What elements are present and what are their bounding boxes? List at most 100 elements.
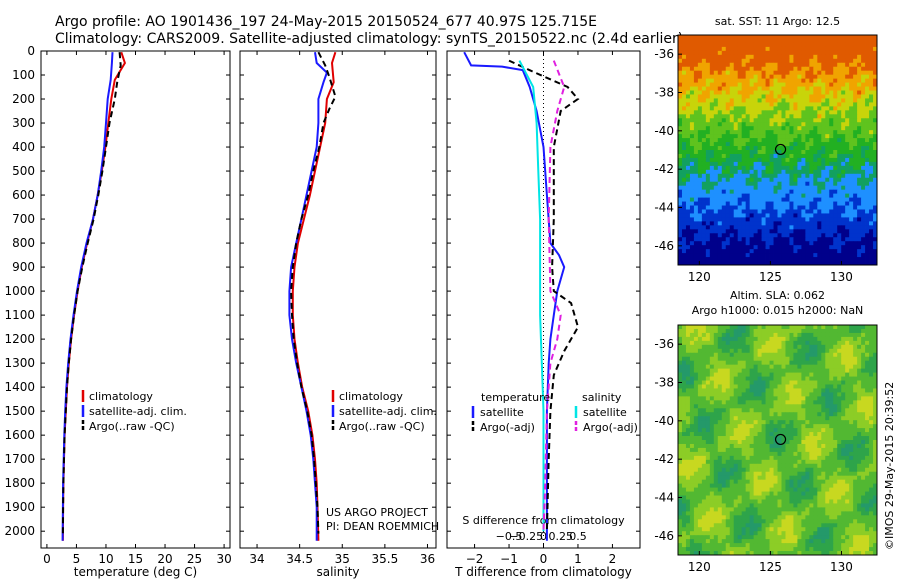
map-cell — [857, 404, 862, 409]
map-cell — [717, 412, 723, 417]
legend-label: satellite-adj. clim. — [89, 405, 187, 418]
map-cell — [745, 467, 751, 473]
map-cell — [781, 70, 786, 76]
map-cell — [781, 416, 786, 421]
map-cell — [793, 46, 798, 52]
map-cell — [801, 150, 806, 155]
map-cell — [849, 261, 854, 266]
map-cell — [873, 205, 878, 210]
map-cell — [845, 50, 850, 56]
map-cell — [833, 78, 838, 83]
map-cell — [729, 455, 735, 461]
map-cell — [737, 153, 743, 159]
map-cell — [717, 157, 723, 163]
map-cell — [769, 229, 774, 234]
map-cell — [761, 157, 766, 163]
map-cell — [837, 118, 842, 123]
map-cell — [865, 253, 870, 258]
map-cell — [821, 90, 826, 95]
map-cell — [685, 165, 691, 171]
map-cell — [721, 420, 727, 425]
map-cell — [681, 165, 687, 171]
map-cell — [753, 201, 758, 206]
map-cell — [857, 110, 862, 115]
map-cell — [801, 42, 806, 48]
map-cell — [693, 153, 699, 159]
map-cell — [753, 217, 758, 222]
map-cell — [789, 328, 794, 334]
map-cell — [829, 110, 834, 115]
map-cell — [781, 436, 786, 441]
map-cell — [693, 126, 699, 131]
map-cell — [685, 388, 691, 393]
map-cell — [785, 66, 790, 72]
map-cell — [729, 181, 735, 187]
map-cell — [873, 197, 878, 202]
map-cell — [773, 459, 778, 465]
map-cell — [785, 412, 790, 417]
map-cell — [797, 217, 802, 222]
map-cell — [817, 436, 822, 441]
map-cell — [717, 420, 723, 425]
map-cell — [873, 70, 878, 76]
map-cell — [697, 233, 703, 238]
map-cell — [685, 420, 691, 425]
map-cell — [733, 432, 739, 437]
map-cell — [725, 467, 731, 473]
map-cell — [713, 118, 719, 123]
map-cell — [737, 352, 743, 358]
map-cell — [749, 336, 755, 342]
map-cell — [725, 193, 731, 198]
map-cell — [797, 253, 802, 258]
map-cell — [789, 46, 794, 52]
map-cell — [857, 70, 862, 76]
map-cell — [845, 440, 850, 445]
map-cell — [857, 138, 862, 143]
map-cell — [765, 78, 770, 83]
map-cell — [829, 38, 834, 44]
map-cell — [689, 237, 695, 242]
map-cell — [857, 213, 862, 218]
map-cell — [733, 217, 739, 222]
map-cell — [797, 463, 802, 469]
map-cell — [717, 364, 723, 370]
map-cell — [749, 209, 755, 214]
map-cell — [717, 396, 723, 401]
map-cell — [757, 138, 762, 143]
map-cell — [737, 467, 743, 473]
map-cell — [825, 181, 830, 187]
map-cell — [749, 384, 755, 389]
map-cell — [717, 404, 723, 409]
map-cell — [857, 352, 862, 358]
map-cell — [685, 197, 691, 202]
map-cell — [861, 396, 866, 401]
map-cell — [797, 173, 802, 179]
map-cell — [757, 388, 762, 393]
map-cell — [801, 404, 806, 409]
map-cell — [769, 35, 774, 40]
map-cell — [825, 130, 830, 135]
map-cell — [749, 233, 755, 238]
map-cell — [869, 106, 874, 111]
map-cell — [861, 54, 866, 60]
map-cell — [785, 209, 790, 214]
map-cell — [725, 217, 731, 222]
map-cell — [841, 424, 846, 429]
map-cell — [757, 118, 762, 123]
map-cell — [789, 106, 794, 111]
map-cell — [769, 153, 774, 159]
map-cell — [825, 392, 830, 397]
map-cell — [805, 193, 810, 198]
map-cell — [713, 396, 719, 401]
map-cell — [761, 360, 766, 366]
map-cell — [781, 74, 786, 80]
map-cell — [825, 253, 830, 258]
map-cell — [769, 428, 774, 433]
map-cell — [801, 78, 806, 83]
map-cell — [861, 384, 866, 389]
map-cell — [733, 428, 739, 433]
map-cell — [789, 126, 794, 131]
map-cell — [773, 185, 778, 191]
map-cell — [793, 70, 798, 76]
